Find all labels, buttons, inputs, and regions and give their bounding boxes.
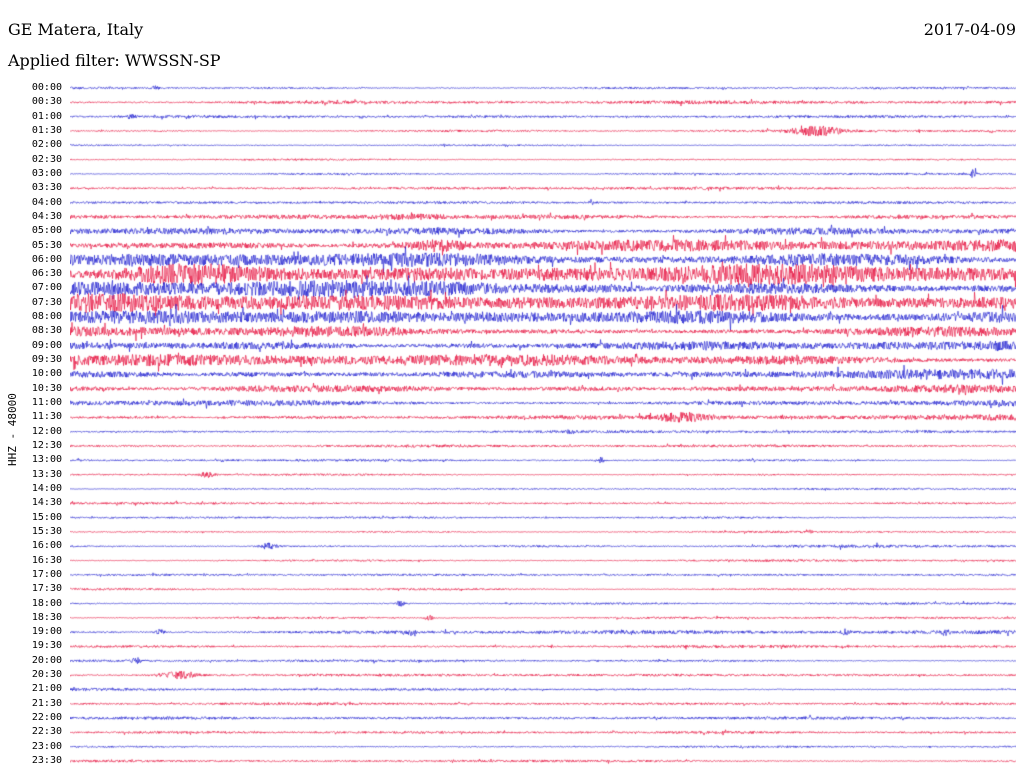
- time-label: 16:30: [31, 554, 62, 566]
- time-label: 05:00: [31, 225, 62, 237]
- time-label: 19:00: [31, 626, 62, 638]
- time-label: 08:30: [31, 325, 62, 337]
- time-label: 15:00: [31, 511, 62, 523]
- time-label: 16:00: [31, 540, 62, 552]
- time-label: 14:30: [31, 497, 62, 509]
- time-label: 06:30: [31, 268, 62, 280]
- time-label: 23:00: [31, 740, 62, 752]
- time-label: 02:30: [31, 153, 62, 165]
- time-label: 12:00: [31, 425, 62, 437]
- time-label: 01:30: [31, 124, 62, 136]
- time-label: 10:00: [31, 368, 62, 380]
- time-label: 17:30: [31, 583, 62, 595]
- time-label: 11:30: [31, 411, 62, 423]
- time-label: 07:30: [31, 296, 62, 308]
- time-label: 02:00: [31, 139, 62, 151]
- time-label: 18:00: [31, 597, 62, 609]
- time-label: 18:30: [31, 611, 62, 623]
- time-label: 04:30: [31, 210, 62, 222]
- time-label: 10:30: [31, 382, 62, 394]
- time-label: 17:00: [31, 568, 62, 580]
- time-label: 03:00: [31, 167, 62, 179]
- station-title: GE Matera, Italy: [8, 20, 144, 39]
- seismogram-canvas: [70, 80, 1016, 780]
- time-label: 13:30: [31, 468, 62, 480]
- time-label: 21:00: [31, 683, 62, 695]
- time-label: 22:00: [31, 712, 62, 724]
- time-label: 22:30: [31, 726, 62, 738]
- time-label: 06:00: [31, 253, 62, 265]
- time-label: 23:30: [31, 755, 62, 767]
- time-label: 09:30: [31, 354, 62, 366]
- time-label: 21:30: [31, 697, 62, 709]
- time-label: 13:00: [31, 454, 62, 466]
- filter-label: Applied filter: WWSSN-SP: [8, 51, 221, 70]
- record-date: 2017-04-09: [923, 20, 1016, 39]
- time-label: 14:00: [31, 482, 62, 494]
- time-labels-column: 00:00 00:30 01:00 01:30 02:00 02:30 03:00 03:30…: [0, 0, 64, 780]
- time-label: 12:30: [31, 440, 62, 451]
- time-label: 11:00: [31, 397, 62, 409]
- time-label: 00:30: [31, 96, 62, 108]
- time-label: 08:00: [31, 311, 62, 323]
- time-label: 20:00: [31, 654, 62, 666]
- time-label: 15:30: [31, 525, 62, 537]
- time-label: 01:00: [31, 110, 62, 122]
- time-label: 07:00: [31, 282, 62, 294]
- time-label: 05:30: [31, 239, 62, 251]
- time-label: 04:00: [31, 196, 62, 208]
- time-label: 00:00: [31, 82, 62, 93]
- time-label: 19:30: [31, 640, 62, 652]
- time-label: 20:30: [31, 669, 62, 681]
- time-label: 03:30: [31, 182, 62, 194]
- time-label: 09:00: [31, 339, 62, 351]
